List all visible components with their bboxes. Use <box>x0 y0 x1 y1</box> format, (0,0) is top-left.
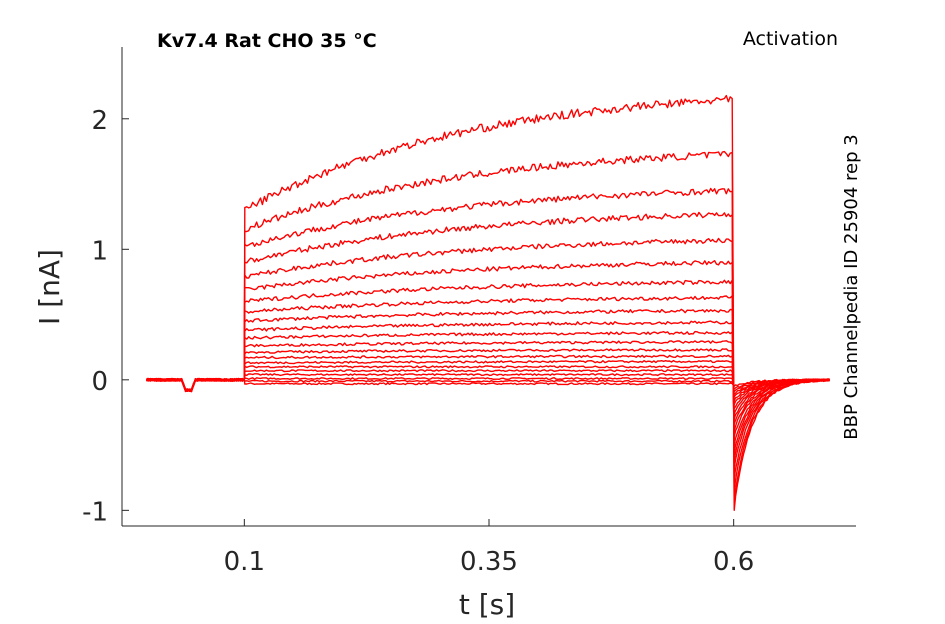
current-trace-5 <box>146 369 830 398</box>
x-tick-label: 0.1 <box>224 547 265 577</box>
y-tick-label: 0 <box>91 367 108 397</box>
current-trace-21 <box>146 94 830 511</box>
current-trace-16 <box>146 260 830 462</box>
current-trace-10 <box>146 340 830 420</box>
current-trace-3 <box>146 377 830 393</box>
current-trace-19 <box>146 187 831 492</box>
y-tick-label: -1 <box>82 497 108 527</box>
current-trace-17 <box>146 237 830 470</box>
current-trace-2 <box>146 377 830 392</box>
x-tick-label: 0.6 <box>713 547 754 577</box>
y-tick-label: 2 <box>91 106 108 136</box>
current-trace-12 <box>146 320 831 432</box>
current-traces <box>145 94 831 511</box>
x-tick-label: 0.35 <box>460 547 518 577</box>
current-trace-15 <box>146 279 830 454</box>
y-axis-label: I [nA] <box>33 249 66 325</box>
current-trace-1 <box>145 378 830 392</box>
corner-label: Activation <box>743 28 838 50</box>
current-trace-4 <box>146 373 830 395</box>
current-trace-7 <box>146 359 830 406</box>
current-trace-18 <box>146 211 830 480</box>
current-trace-9 <box>146 348 830 415</box>
side-label: BBP Channelpedia ID 25904 rep 3 <box>841 134 862 439</box>
current-trace-13 <box>146 308 830 438</box>
x-ticks: 0.1 0.35 0.6 <box>224 519 754 577</box>
x-axis-label: t [s] <box>459 588 515 621</box>
current-trace-14 <box>146 295 830 446</box>
current-trace-8 <box>146 354 830 410</box>
y-ticks: -1 0 1 2 <box>82 106 129 527</box>
y-tick-label: 1 <box>91 236 108 266</box>
current-trace-11 <box>146 330 830 425</box>
current-trace-6 <box>146 365 830 402</box>
current-trace-20 <box>146 150 830 502</box>
chart-title: Kv7.4 Rat CHO 35 °C <box>157 30 377 52</box>
